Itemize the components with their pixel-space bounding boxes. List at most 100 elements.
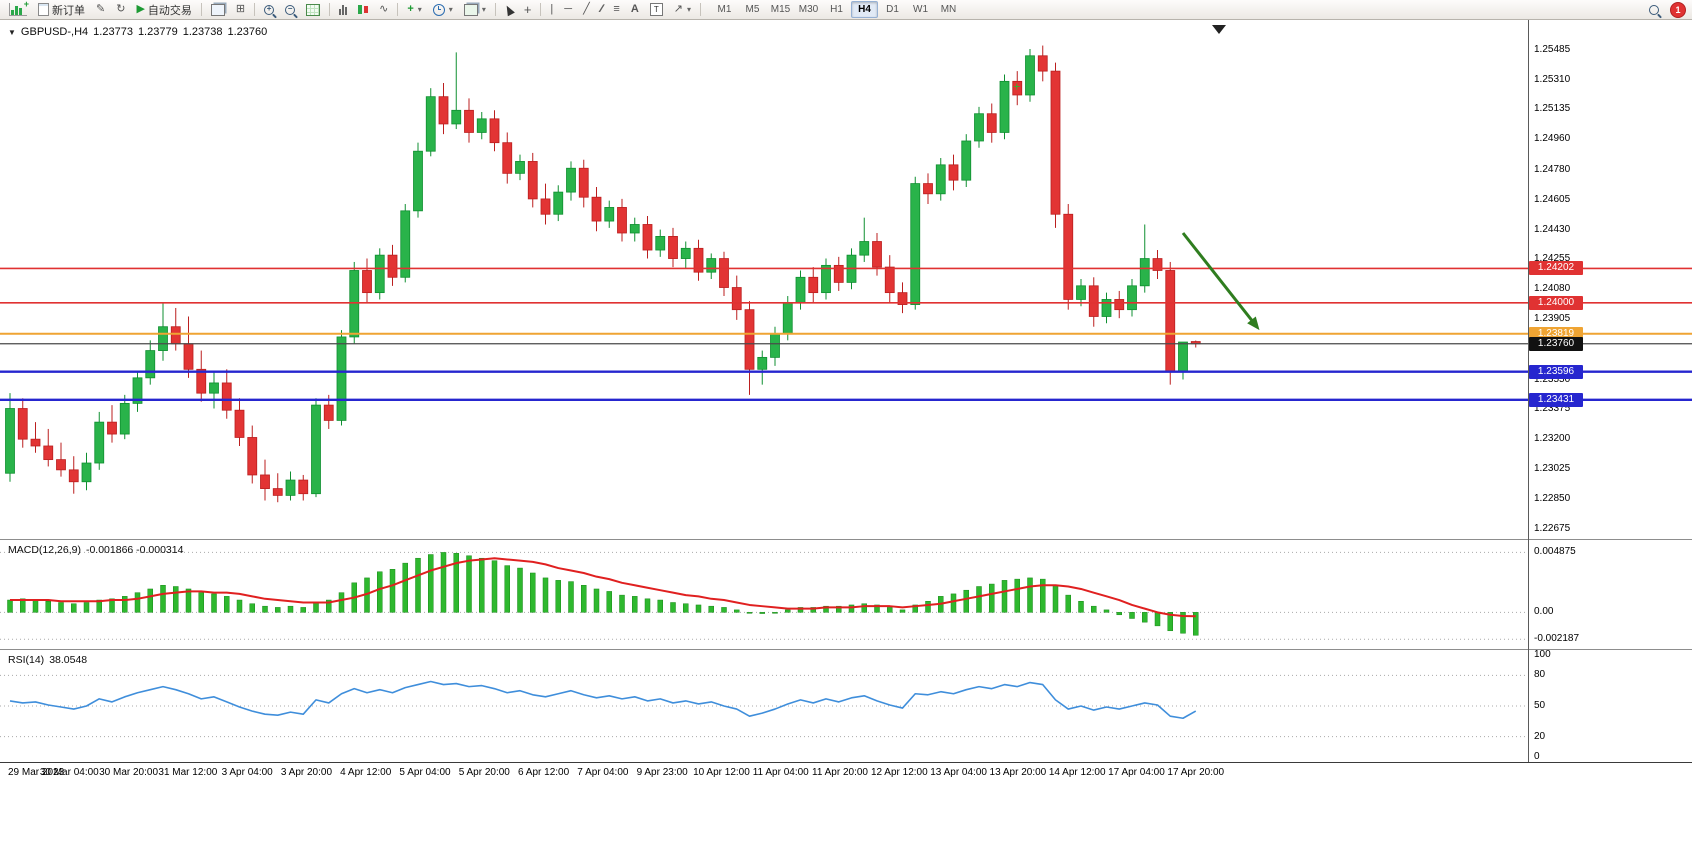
panel-separator[interactable] bbox=[0, 539, 1692, 540]
time-label: 11 Apr 04:00 bbox=[752, 767, 809, 778]
time-label: 9 Apr 23:00 bbox=[636, 767, 688, 778]
macd-histogram-bar bbox=[581, 585, 587, 613]
time-label: 30 Mar 20:00 bbox=[99, 767, 159, 778]
price-tick-label: 1.23375 bbox=[1534, 403, 1571, 415]
timeframe-m30[interactable]: M30 bbox=[798, 4, 819, 15]
macd-histogram-bar bbox=[517, 567, 523, 613]
macd-tick-label: 0.00 bbox=[1534, 606, 1554, 618]
rsi-name: RSI(14) bbox=[8, 654, 45, 666]
metaeditor-button[interactable]: ✎ bbox=[91, 0, 110, 19]
cascade-windows-icon bbox=[210, 3, 225, 16]
fibonacci-tool-button[interactable]: ≡ bbox=[608, 0, 624, 19]
macd-histogram-bar bbox=[236, 599, 243, 613]
candle bbox=[680, 241, 691, 269]
horizontal-line-tool-button[interactable]: ─ bbox=[559, 0, 577, 19]
macd-histogram-bar bbox=[861, 603, 867, 613]
macd-histogram-bar bbox=[287, 605, 294, 613]
toolbar-separator bbox=[540, 3, 542, 16]
candle bbox=[1139, 224, 1150, 293]
time-label: 17 Apr 04:00 bbox=[1108, 767, 1165, 778]
time-label: 13 Apr 04:00 bbox=[930, 767, 987, 778]
new-order-button[interactable]: 新订单 bbox=[33, 0, 90, 19]
zoom-in-button[interactable]: + bbox=[259, 0, 279, 19]
timeframe-h4[interactable]: H4 bbox=[851, 1, 878, 18]
new-order-label: 新订单 bbox=[52, 4, 85, 17]
time-label: 4 Apr 12:00 bbox=[340, 767, 392, 778]
zoom-out-button[interactable]: − bbox=[280, 0, 300, 19]
candle bbox=[43, 428, 54, 467]
time-label: 31 Mar 12:00 bbox=[158, 767, 218, 778]
candle bbox=[464, 98, 474, 143]
indicators-button[interactable]: + ▾ bbox=[402, 0, 426, 19]
new-chart-button[interactable]: + bbox=[4, 0, 32, 19]
macd-values: -0.001866 -0.000314 bbox=[85, 544, 184, 556]
trendline-tool-button[interactable]: ╱ bbox=[578, 0, 595, 19]
trendline-icon: ╱ bbox=[583, 3, 590, 15]
macd-histogram-bar bbox=[823, 605, 829, 613]
candle bbox=[617, 198, 627, 242]
channel-tool-button[interactable]: ∕∕ bbox=[596, 0, 608, 19]
timeframe-w1[interactable]: W1 bbox=[913, 4, 928, 15]
candlestick-mode-button[interactable] bbox=[353, 0, 373, 19]
candle bbox=[1101, 292, 1112, 324]
candle bbox=[655, 229, 666, 257]
candle bbox=[1037, 45, 1048, 82]
macd-histogram-bar bbox=[402, 562, 408, 613]
candle bbox=[81, 452, 92, 491]
refresh-button[interactable]: ↻ bbox=[111, 0, 130, 19]
candle bbox=[999, 74, 1010, 140]
vertical-line-tool-button[interactable]: | bbox=[545, 0, 558, 19]
price-tick-label: 1.25485 bbox=[1534, 43, 1571, 55]
search-button[interactable] bbox=[1644, 0, 1664, 19]
chevron-down-icon: ▾ bbox=[686, 5, 691, 14]
templates-button[interactable]: ▾ bbox=[459, 0, 491, 19]
ohlc-open: 1.23773 bbox=[93, 26, 133, 38]
cursor-tool-button[interactable] bbox=[500, 0, 518, 19]
time-label: 7 Apr 04:00 bbox=[577, 767, 629, 778]
macd-histogram-bar bbox=[1167, 612, 1173, 632]
macd-histogram-bar bbox=[555, 580, 561, 613]
macd-histogram-bar bbox=[683, 603, 689, 613]
price-tag: 1.24000 bbox=[1529, 295, 1583, 310]
timeframe-h1[interactable]: H1 bbox=[830, 4, 843, 15]
macd-histogram-bar bbox=[568, 581, 574, 613]
chart-menu-icon[interactable]: ▼ bbox=[8, 27, 16, 37]
rsi-tick-label: 50 bbox=[1534, 700, 1546, 711]
timeframe-d1[interactable]: D1 bbox=[886, 4, 899, 15]
macd-histogram-bar bbox=[593, 588, 600, 613]
fibonacci-icon: ≡ bbox=[613, 3, 620, 15]
arrows-tool-button[interactable]: ↗ ▾ bbox=[669, 0, 696, 19]
timeframe-m15[interactable]: M15 bbox=[770, 4, 791, 15]
price-tick-label: 1.25135 bbox=[1534, 103, 1571, 115]
bar-chart-icon bbox=[339, 4, 348, 15]
bar-chart-mode-button[interactable] bbox=[334, 0, 352, 19]
label-tool-button[interactable]: T bbox=[645, 0, 668, 19]
line-chart-mode-button[interactable]: ∿ bbox=[374, 0, 393, 19]
panel-separator[interactable] bbox=[0, 649, 1692, 650]
candle bbox=[770, 326, 780, 366]
macd-histogram-bar bbox=[542, 577, 549, 613]
price-tag: 1.23596 bbox=[1529, 364, 1583, 379]
notification-badge[interactable]: 1 bbox=[1670, 1, 1686, 18]
macd-histogram-bar bbox=[504, 565, 510, 613]
timeframe-mn[interactable]: MN bbox=[940, 4, 957, 15]
price-tick-label: 1.24255 bbox=[1534, 253, 1571, 265]
ohlc-low: 1.23738 bbox=[182, 26, 223, 38]
macd-histogram-bar bbox=[275, 607, 281, 613]
auto-trading-button[interactable]: ▶ 自动交易 bbox=[131, 0, 196, 19]
macd-histogram-bar bbox=[389, 569, 396, 613]
chart-shift-marker[interactable] bbox=[1212, 25, 1226, 34]
crosshair-tool-button[interactable]: + bbox=[519, 0, 537, 19]
grid-button[interactable] bbox=[301, 0, 325, 19]
periods-button[interactable]: ▾ bbox=[428, 0, 458, 19]
time-label: 5 Apr 04:00 bbox=[399, 767, 451, 778]
macd-histogram-bar bbox=[810, 607, 816, 613]
macd-histogram-bar bbox=[1065, 594, 1071, 613]
timeframe-m1[interactable]: M1 bbox=[717, 4, 732, 15]
text-tool-button[interactable]: A bbox=[626, 0, 644, 19]
trend-arrow-object[interactable] bbox=[1181, 232, 1256, 325]
timeframe-m5[interactable]: M5 bbox=[745, 4, 760, 15]
tile-windows-button[interactable]: ⊞ bbox=[231, 0, 250, 19]
macd-histogram-bar bbox=[1103, 609, 1110, 613]
cascade-windows-button[interactable] bbox=[206, 0, 230, 19]
